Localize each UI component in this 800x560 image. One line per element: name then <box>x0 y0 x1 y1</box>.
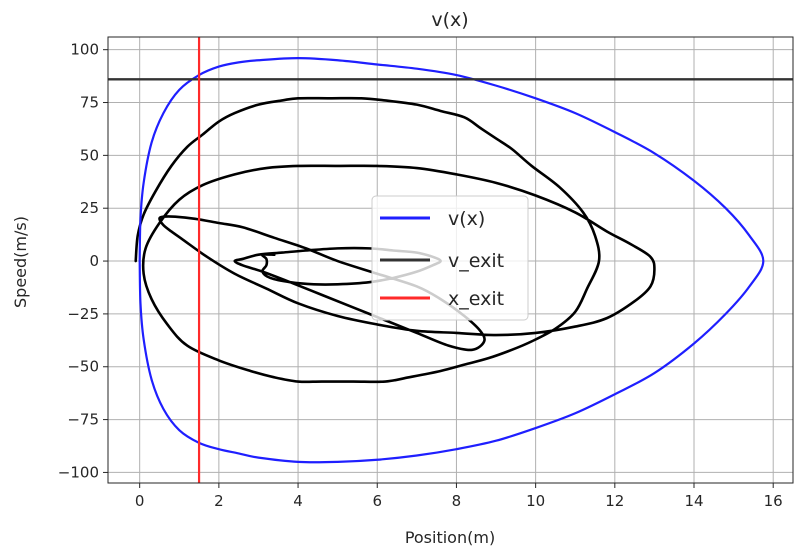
legend-label-x-exit: x_exit <box>448 288 504 310</box>
x-tick-label: 8 <box>452 492 462 510</box>
y-tick-label: −50 <box>67 358 99 376</box>
y-axis-label: Speed(m/s) <box>11 216 30 308</box>
legend-label-v-exit: v_exit <box>448 250 504 272</box>
x-tick-label: 0 <box>135 492 145 510</box>
y-tick-label: 0 <box>89 252 99 270</box>
x-axis-label: Position(m) <box>405 528 495 547</box>
v-x-line <box>138 57 765 464</box>
x-tick-label: 10 <box>526 492 545 510</box>
x-tick-label: 16 <box>764 492 783 510</box>
chart-title: v(x) <box>431 9 468 31</box>
y-tick-label: 25 <box>80 199 99 217</box>
trajectory-line <box>134 96 656 384</box>
y-tick-label: 75 <box>80 94 99 112</box>
ticks: 0 2 4 6 8 10 12 14 16 −100 −75 −50 −25 0 25 50 75 100 <box>58 41 783 510</box>
legend-label-v-x: v(x) <box>448 208 485 230</box>
y-tick-label: 50 <box>80 146 99 164</box>
legend: v(x) v_exit x_exit <box>371 195 529 321</box>
x-tick-label: 2 <box>214 492 224 510</box>
legend-box <box>371 195 529 321</box>
plot-frame <box>107 36 794 484</box>
x-tick-label: 14 <box>684 492 703 510</box>
x-tick-label: 4 <box>293 492 303 510</box>
data-series <box>108 37 793 483</box>
y-tick-label: 100 <box>70 41 99 59</box>
y-tick-label: −75 <box>67 411 99 429</box>
x-tick-label: 12 <box>605 492 624 510</box>
x-tick-label: 6 <box>372 492 382 510</box>
y-tick-label: −100 <box>58 463 99 481</box>
y-tick-label: −25 <box>67 305 99 323</box>
